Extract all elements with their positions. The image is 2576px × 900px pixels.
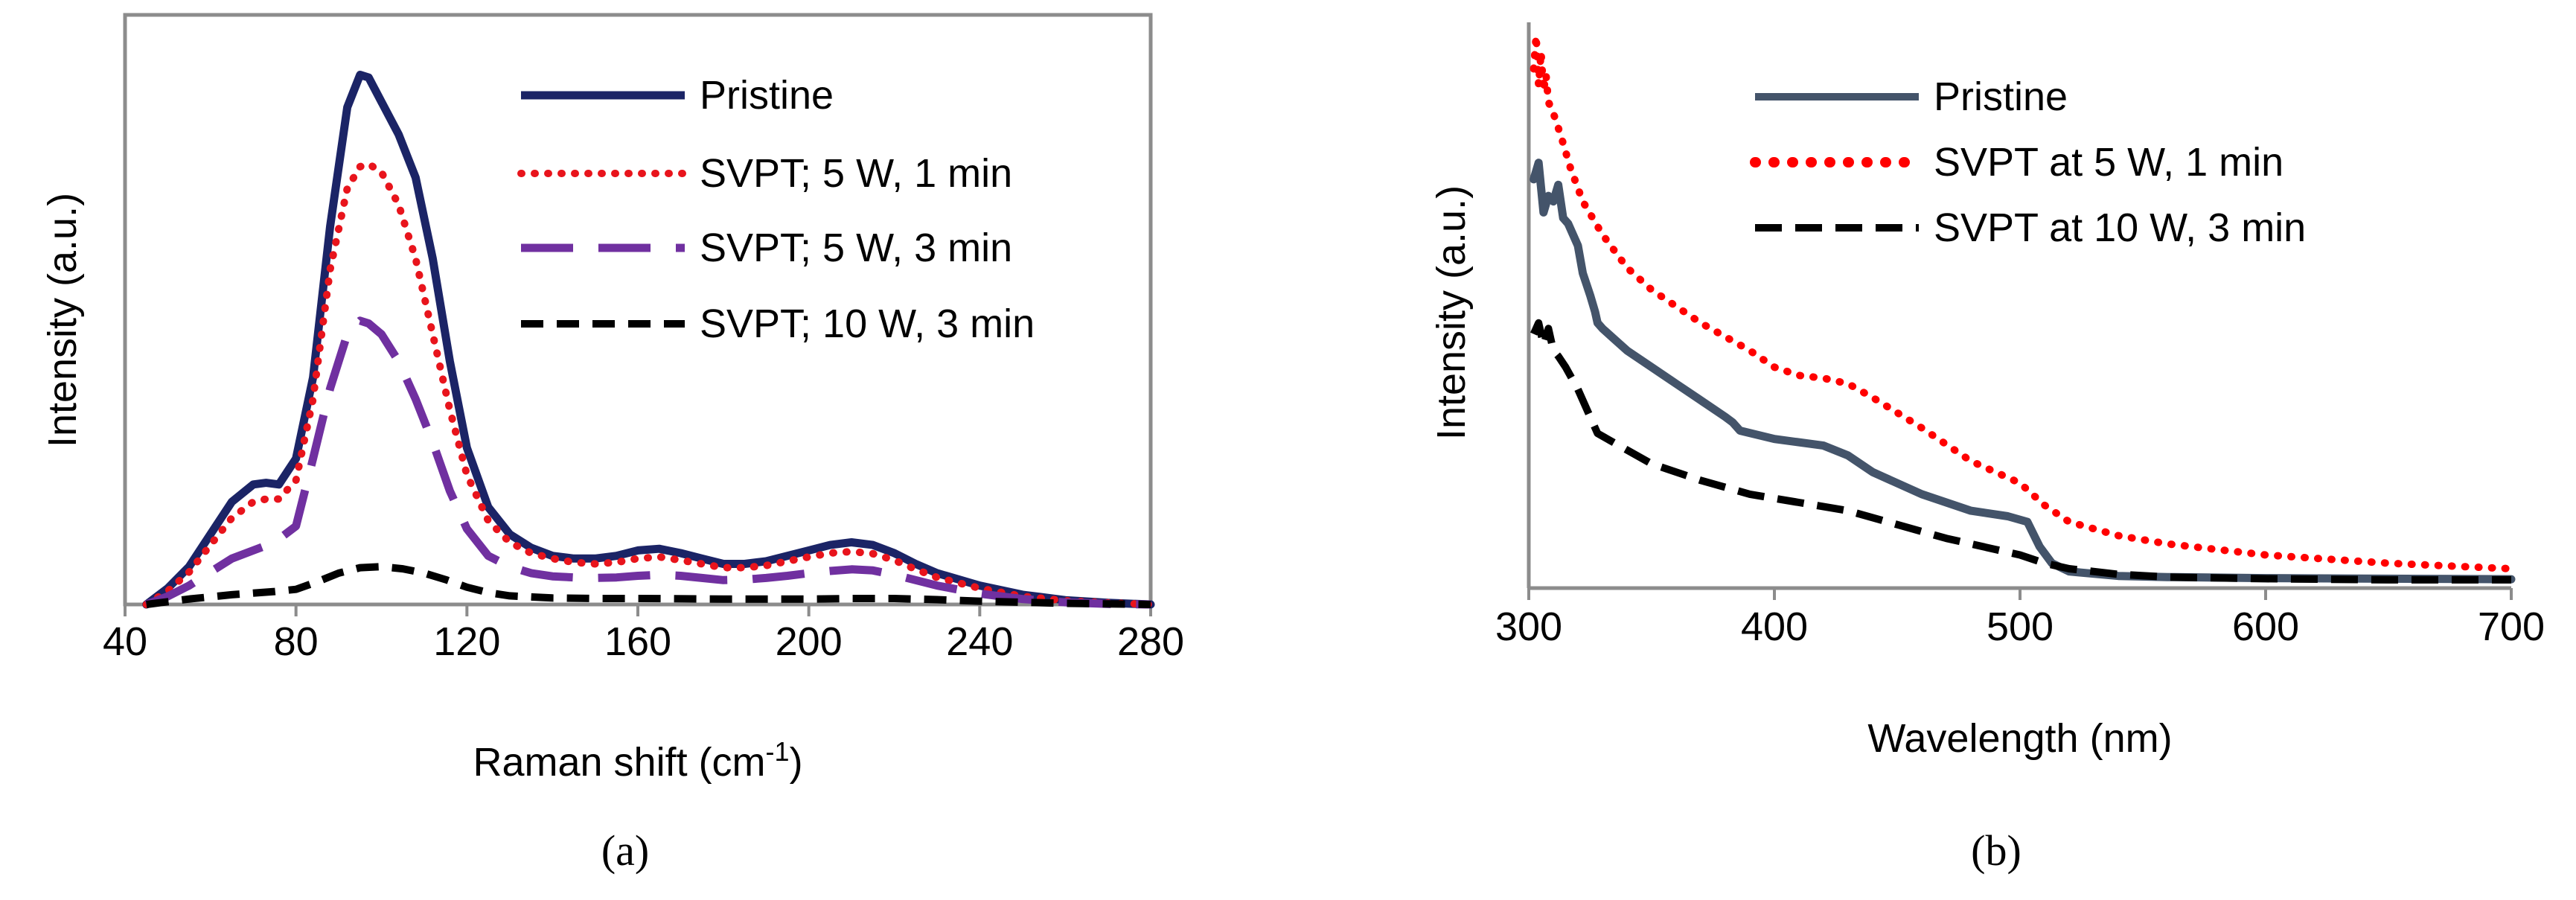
legend-b: Pristine SVPT at 5 W, 1 min SVPT at 10 W… [1750,74,2306,250]
x-tick-label-b-500: 500 [1987,604,2054,649]
x-tick-label-b-600: 600 [2232,604,2299,649]
series-line-a-2 [144,316,1151,609]
legend-a: Pristine SVPT; 5 W, 1 min SVPT; 5 W, 3 m… [517,73,1035,346]
series-line-b-0 [1530,159,2516,584]
series-lines-a [142,71,1155,609]
legend-label-pristine-a: Pristine [700,73,834,118]
x-tick-label-a-160: 160 [604,619,671,664]
panel-b: 300 400 500 600 700 Intensity (a.u.) Wavelen… [1429,22,2545,875]
series-line-b-1 [1530,32,2515,572]
x-tick-labels-b: 300 400 500 600 700 [1495,604,2545,649]
x-tick-label-a-80: 80 [274,619,319,664]
legend-label-5w1min-b: SVPT at 5 W, 1 min [1934,140,2283,185]
legend-label-pristine-b: Pristine [1934,74,2068,119]
x-ticks-b [1527,588,2513,600]
legend-label-10w3min-a: SVPT; 10 W, 3 min [700,301,1035,346]
x-tick-label-a-240: 240 [946,619,1013,664]
x-tick-label-a-40: 40 [103,619,147,664]
x-tick-labels-a: 40 80 120 160 200 240 280 [103,619,1184,664]
panel-label-b: (b) [1971,826,2022,875]
x-axis-title-a: Raman shift (cm-1) [473,736,802,785]
x-tick-label-b-400: 400 [1741,604,1808,649]
x-tick-label-b-300: 300 [1495,604,1562,649]
series-line-a-1 [142,160,1154,608]
x-tick-label-a-200: 200 [776,619,843,664]
legend-label-5w1min-a: SVPT; 5 W, 1 min [700,151,1012,196]
x-tick-label-b-700: 700 [2478,604,2545,649]
legend-label-10w3min-b: SVPT at 10 W, 3 min [1934,205,2306,250]
series-line-b-2 [1530,319,2511,584]
y-axis-title-b: Intensity (a.u.) [1429,185,1474,440]
series-lines-b [1530,32,2516,584]
x-tick-label-a-120: 120 [433,619,500,664]
x-axis-title-b: Wavelength (nm) [1867,716,2172,761]
series-line-a-3 [146,563,1151,608]
panel-label-a: (a) [601,826,649,875]
y-axis-title-a: Intensity (a.u.) [40,193,85,447]
legend-label-5w3min-a: SVPT; 5 W, 3 min [700,226,1012,270]
x-tick-label-a-280: 280 [1117,619,1184,664]
panel-a: 40 80 120 160 200 240 280 Intensity (a.u.) Ram… [40,13,1184,875]
